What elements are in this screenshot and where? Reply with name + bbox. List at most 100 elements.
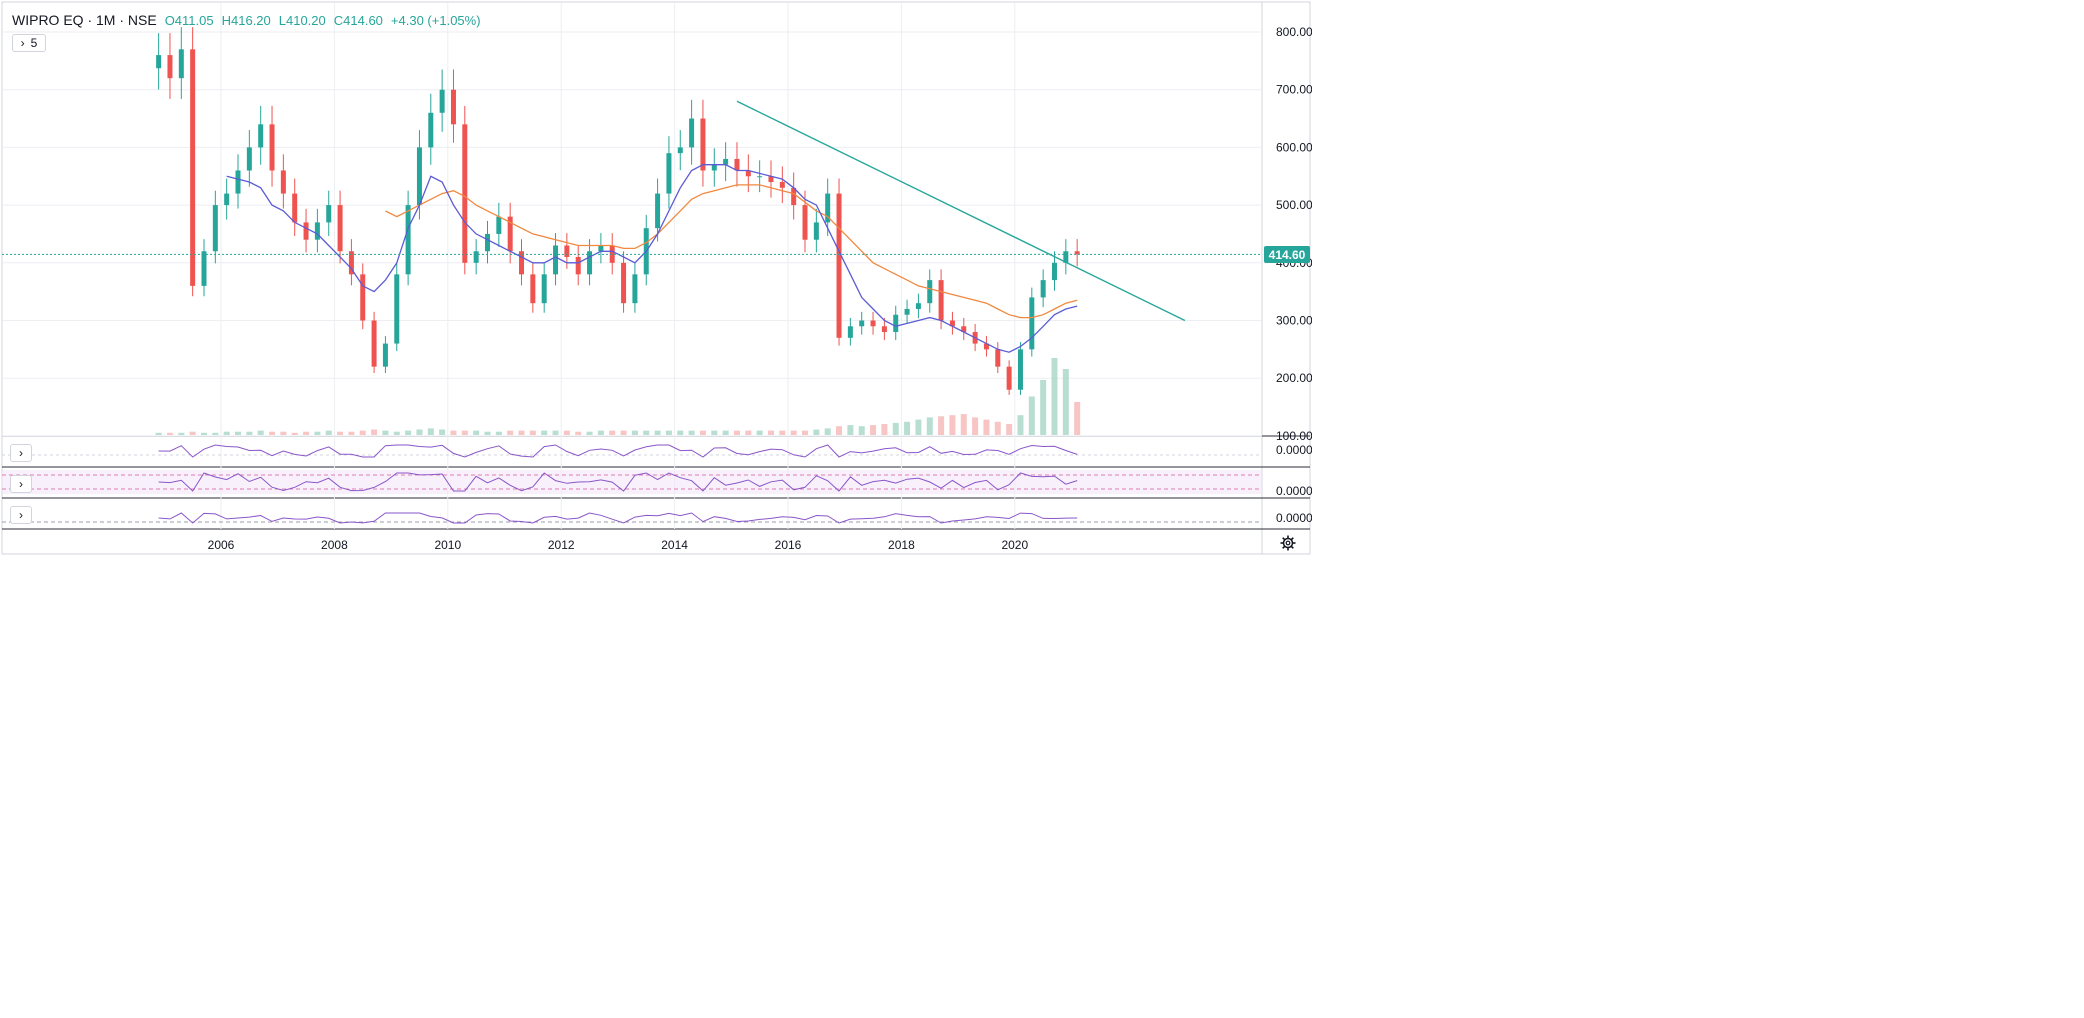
volume-bar (393, 431, 400, 435)
candle-body (201, 251, 207, 286)
candle-body (893, 314, 899, 333)
volume-bar (688, 430, 695, 435)
volume-bar (439, 429, 446, 435)
candle-body (156, 55, 162, 69)
volume-bar (972, 417, 979, 435)
gear-icon[interactable] (1280, 535, 1296, 551)
volume-bar (325, 430, 332, 435)
volume-bar (779, 430, 786, 435)
candle-body (757, 176, 763, 178)
candle-body (791, 187, 797, 206)
candle-body (677, 147, 683, 154)
volume-bar (824, 428, 831, 435)
candle-body (938, 280, 944, 321)
candle-body (802, 205, 808, 240)
candle-body (360, 274, 366, 321)
pane-1-oscillator (158, 444, 1078, 458)
volume-bar (802, 430, 809, 435)
indicators-toggle-button[interactable]: › 5 (12, 34, 46, 52)
ohlc-change: +4.30 (+1.05%) (390, 12, 481, 28)
candle-body (564, 245, 570, 258)
volume-bar (949, 415, 956, 435)
volume-bar (858, 426, 865, 435)
time-tick-label: 2018 (888, 538, 915, 552)
candle-body (1006, 366, 1012, 390)
volume-bar (665, 430, 672, 435)
volume-bar (960, 414, 967, 435)
price-tick-label: 700.00 (1276, 83, 1312, 97)
time-tick-label: 2020 (1001, 538, 1028, 552)
volume-bar (1074, 402, 1081, 435)
candle-body (303, 222, 309, 240)
candle-body (723, 158, 729, 165)
volume-bar (529, 430, 536, 435)
symbol-title[interactable]: WIPRO EQ · 1M · NSE (12, 12, 157, 28)
candle-body (258, 124, 264, 148)
volume-bar (836, 426, 843, 435)
candles (156, 27, 1080, 395)
volume-bar (994, 421, 1001, 435)
price-tick-label: 300.00 (1276, 314, 1312, 328)
candle-body (779, 182, 785, 188)
candle-body (416, 147, 422, 206)
candle-body (927, 280, 933, 304)
candle-body (450, 89, 456, 125)
moving-average-fast (226, 164, 1078, 353)
pane-3-axis-label: 0.0000 (1276, 511, 1312, 525)
pane-2-axis-label: 0.0000 (1276, 484, 1312, 498)
candle-body (507, 216, 513, 252)
volume-bar (507, 430, 514, 435)
candle-body (541, 274, 547, 304)
candle-body (745, 170, 751, 177)
pane-1-collapse-button[interactable]: › (10, 444, 32, 462)
volume-bar (813, 429, 820, 435)
volume-bar (733, 430, 740, 435)
chevron-right-icon: › (20, 36, 25, 50)
candle-body (348, 251, 354, 275)
volume-bar (382, 430, 389, 435)
candle-body (428, 112, 434, 148)
ohlc-high: H416.20 (221, 12, 271, 28)
price-tick-label: 200.00 (1276, 371, 1312, 385)
volume-bar (235, 431, 242, 435)
candle-body (496, 216, 502, 234)
pane-3-collapse-button[interactable]: › (10, 506, 32, 524)
candle-body (734, 158, 740, 171)
ohlc-low: L410.20 (278, 12, 326, 28)
volume-bar (257, 430, 264, 435)
volume-bar (870, 425, 877, 435)
candle-body (405, 205, 411, 275)
candle-body (700, 118, 706, 171)
volume-bar (881, 424, 888, 435)
volume-bar (359, 430, 366, 435)
volume-bar (314, 431, 321, 435)
candle-body (666, 153, 672, 194)
volume-bar (484, 431, 491, 435)
candle-body (768, 176, 774, 183)
volume-bar (677, 430, 684, 435)
volume-bar (575, 431, 582, 435)
volume-bar (1040, 380, 1047, 435)
volume-bar (541, 430, 548, 435)
candle-body (575, 257, 581, 275)
chart-canvas[interactable]: 800.00700.00600.00500.00400.00300.00200.… (0, 0, 1313, 556)
candle-body (178, 49, 184, 79)
volume-bar (586, 431, 593, 435)
pane-1-axis-label: 0.0000 (1276, 443, 1312, 457)
candle-body (314, 222, 320, 240)
volume-bar (303, 431, 310, 435)
candle-body (553, 245, 559, 275)
volume-bar (416, 429, 423, 435)
pane-2-collapse-button[interactable]: › (10, 475, 32, 493)
chart-container[interactable]: 800.00700.00600.00500.00400.00300.00200.… (0, 0, 1313, 556)
pane-1-oscillator-line (158, 444, 1078, 458)
candle-body (190, 49, 196, 286)
pane-2-band (2, 470, 1262, 494)
volume-bar (189, 431, 196, 435)
volume-bar (269, 431, 276, 435)
candle-body (326, 205, 332, 223)
volume-bars (155, 358, 1081, 435)
time-tick-label: 2012 (548, 538, 575, 552)
candle-body (246, 147, 252, 171)
volume-bar (552, 430, 559, 435)
